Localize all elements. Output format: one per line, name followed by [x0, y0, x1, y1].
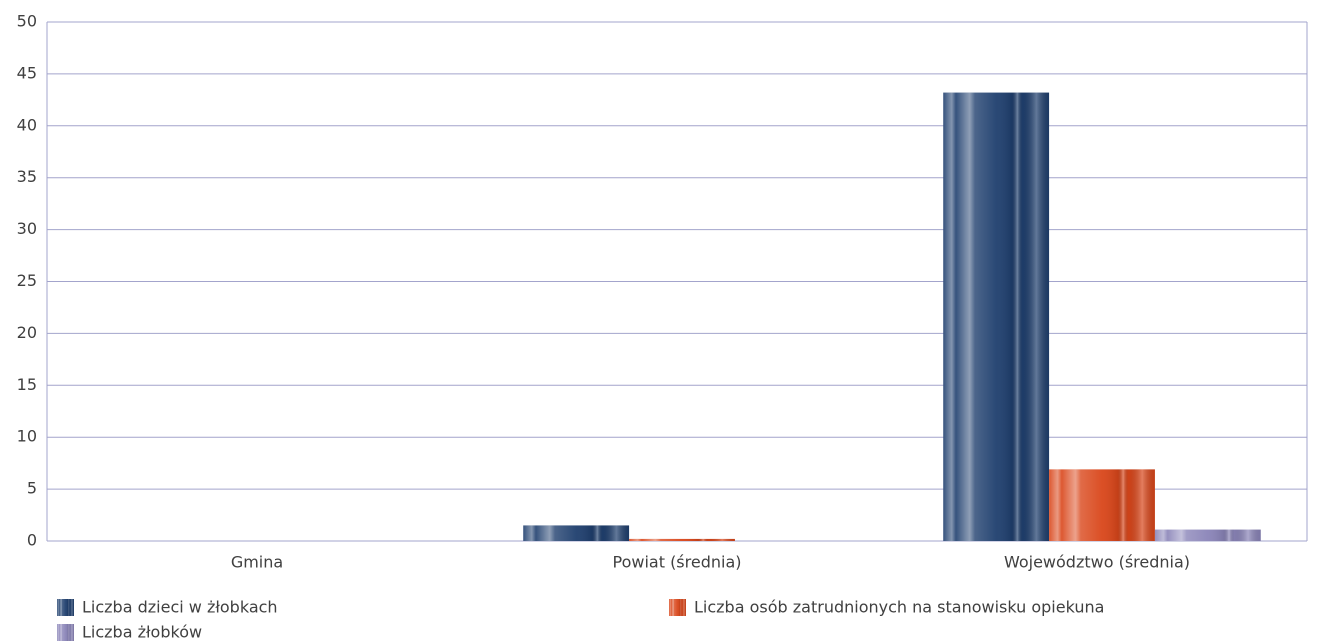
- legend-swatch-sheen: [57, 624, 74, 641]
- bar-sheen: [523, 525, 630, 541]
- x-tick-label: Powiat (średnia): [613, 553, 742, 572]
- legend-swatch-sheen: [669, 599, 686, 616]
- bar-sheen: [1049, 469, 1155, 541]
- y-tick-label: 10: [17, 427, 37, 446]
- y-tick-label: 0: [27, 531, 37, 550]
- legend-label: Liczba dzieci w żłobkach: [82, 598, 278, 617]
- x-tick-label: Województwo (średnia): [1004, 553, 1190, 572]
- y-tick-label: 20: [17, 323, 37, 342]
- y-tick-label: 15: [17, 375, 37, 394]
- y-tick-label: 5: [27, 479, 37, 498]
- legend-swatch-sheen: [57, 599, 74, 616]
- y-tick-label: 50: [17, 12, 37, 31]
- bar-sheen: [943, 92, 1050, 542]
- legend-label: Liczba żłobków: [82, 623, 202, 642]
- y-tick-label: 30: [17, 219, 37, 238]
- bar-sheen: [629, 538, 735, 541]
- y-tick-label: 45: [17, 63, 37, 82]
- bar-sheen: [1154, 529, 1261, 541]
- y-tick-label: 35: [17, 167, 37, 186]
- x-tick-label: Gmina: [231, 553, 283, 572]
- legend-label: Liczba osób zatrudnionych na stanowisku …: [694, 598, 1104, 617]
- y-tick-label: 40: [17, 115, 37, 134]
- y-tick-label: 25: [17, 271, 37, 290]
